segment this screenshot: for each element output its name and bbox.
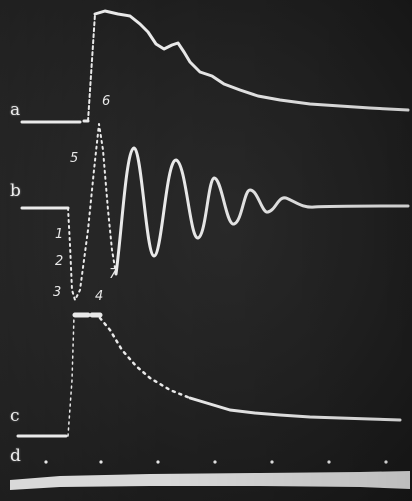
trace-c-decay bbox=[188, 396, 402, 422]
trace-a-signal bbox=[93, 9, 410, 112]
trace-label-c: c bbox=[10, 406, 20, 426]
trace-a-baseline bbox=[20, 119, 90, 124]
point-label-2: 2 bbox=[55, 254, 64, 269]
trace-c-decay-dotted bbox=[98, 316, 192, 400]
point-label-1: 1 bbox=[55, 227, 64, 242]
trace-b-transient bbox=[67, 123, 117, 301]
point-label-5: 5 bbox=[70, 151, 79, 166]
point-label-4: 4 bbox=[95, 289, 104, 304]
trace-d-band bbox=[10, 471, 410, 490]
point-label-7: 7 bbox=[109, 267, 118, 282]
timing-dots bbox=[44, 460, 388, 464]
trace-label-d: d bbox=[10, 446, 21, 466]
trace-a-rise bbox=[87, 13, 96, 122]
point-label-3: 3 bbox=[53, 285, 62, 300]
trace-label-a: a bbox=[10, 100, 21, 120]
trace-c-rise bbox=[67, 315, 75, 437]
trace-label-b: b bbox=[10, 181, 21, 201]
trace-b-oscillation bbox=[114, 146, 410, 276]
point-label-6: 6 bbox=[102, 94, 111, 109]
